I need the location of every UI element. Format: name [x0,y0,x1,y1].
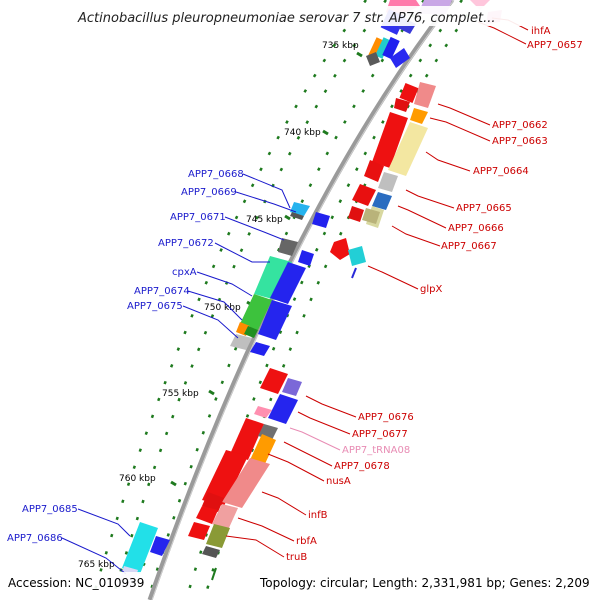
tick-label-755: 755 kbp [162,389,199,399]
gene-label-app7-0686[interactable]: APP7_0686 [7,533,63,544]
gene-label-app7-0677[interactable]: APP7_0677 [352,429,408,440]
gene-cluster-left[interactable] [230,202,330,356]
gene-label-glpx[interactable]: glpX [420,284,442,295]
genome-backbone [147,0,454,600]
genome-backbone-shadow [151,0,455,600]
gene-label-app7-0669[interactable]: APP7_0669 [181,187,237,198]
gene-cluster-middle[interactable] [230,368,302,466]
gene-label-app7-0676[interactable]: APP7_0676 [358,412,414,423]
tick-label-750: 750 kbp [204,303,241,313]
gene-label-trub[interactable]: truB [286,552,307,563]
label-leaders-forward [61,173,297,575]
tick-label-735: 735 kbp [322,41,359,51]
gene-label-app7-0666[interactable]: APP7_0666 [448,223,504,234]
gene-label-app7-0657[interactable]: APP7_0657 [527,40,583,51]
gene-label-app7-0665[interactable]: APP7_0665 [456,203,512,214]
gene-label-app7-0675[interactable]: APP7_0675 [127,301,183,312]
genome-summary-text: Topology: circular; Length: 2,331,981 bp… [259,576,590,590]
gene-label-app7-0667[interactable]: APP7_0667 [441,241,497,252]
gene-label-app7-0662[interactable]: APP7_0662 [492,120,548,131]
tick-label-760: 760 kbp [119,474,156,484]
accession-text: Accession: NC_010939 [8,576,144,590]
gene-label-app7-0664[interactable]: APP7_0664 [473,166,529,177]
gene-label-cpxa[interactable]: cpxA [172,267,197,278]
gene-label-app7-0671[interactable]: APP7_0671 [170,212,226,223]
label-leader-trna [289,427,341,451]
gene-label-app7-0674[interactable]: APP7_0674 [134,286,190,297]
gene-cluster-glpx[interactable] [330,238,366,279]
tick-label-740: 740 kbp [284,128,321,138]
gene-cluster-right[interactable] [348,82,436,228]
gene-label-ihfa[interactable]: ihfA [531,26,551,37]
gene-label-app7-0668[interactable]: APP7_0668 [188,169,244,180]
gene-label-app7-0663[interactable]: APP7_0663 [492,136,548,147]
gene-label-app7-0678[interactable]: APP7_0678 [334,461,390,472]
gene-label-rbfa[interactable]: rbfA [296,536,317,547]
gene-label-nusa[interactable]: nusA [326,476,351,487]
gene-cluster-lower[interactable] [188,450,270,581]
gene-label-app7-0685[interactable]: APP7_0685 [22,504,78,515]
gene-label-app7-0672[interactable]: APP7_0672 [158,238,214,249]
gene-label-infb[interactable]: infB [308,510,328,521]
gene-label-app7-trna08[interactable]: APP7_tRNA08 [342,445,410,456]
tick-label-745: 745 kbp [246,215,283,225]
footer-backing-right [256,572,596,592]
label-leaders-reverse [225,17,529,558]
map-title: Actinobacillus pleuropneumoniae serovar … [77,11,496,26]
tick-label-765: 765 kbp [78,560,115,570]
title-backing [70,6,526,26]
footer-backing-left [4,572,150,592]
